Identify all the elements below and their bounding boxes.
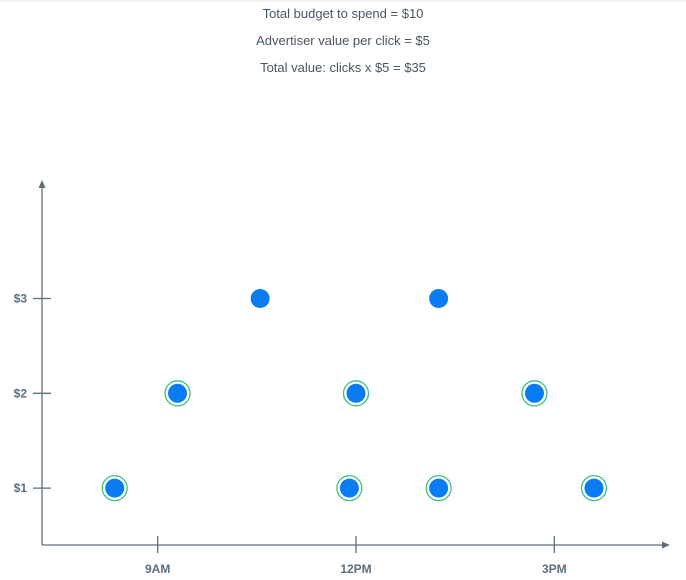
top-divider [0, 0, 686, 3]
chart-points [101, 289, 608, 502]
chart-ticks: 9AM 12PM 3PM $1 $2 $3 [14, 292, 567, 576]
data-point [429, 289, 449, 309]
value-per-click-text: Advertiser value per click = $5 [256, 33, 430, 48]
total-value-text: Total value: clicks x $5 = $35 [260, 60, 426, 75]
x-axis-arrow [662, 541, 670, 549]
y-tick-label: $3 [14, 292, 28, 306]
data-point [105, 478, 125, 498]
x-tick-label: 3PM [542, 562, 567, 576]
x-tick-label: 12PM [340, 562, 371, 576]
data-point [168, 383, 188, 403]
budget-text: Total budget to spend = $10 [262, 6, 424, 21]
data-point [346, 383, 366, 403]
data-point [339, 478, 359, 498]
data-point [584, 478, 604, 498]
data-point [524, 383, 544, 403]
y-tick-label: $1 [14, 481, 28, 495]
chart-axes [38, 180, 670, 549]
y-tick-label: $2 [14, 386, 28, 400]
data-point [250, 289, 270, 309]
x-tick-label: 9AM [145, 562, 170, 576]
data-point [429, 478, 449, 498]
y-axis-arrow [38, 180, 46, 188]
